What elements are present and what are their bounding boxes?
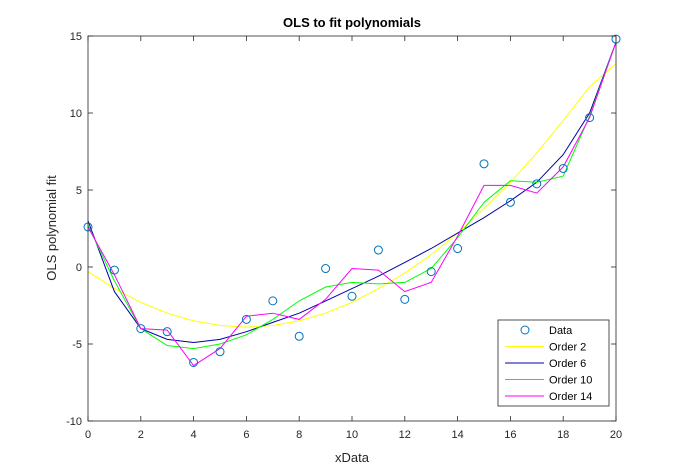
y-tick-label: 5 [76,185,82,197]
legend-marker-data [520,325,530,335]
y-tick-label: 10 [70,108,82,120]
data-point [426,267,436,277]
data-point [373,245,383,255]
legend-label: Order 2 [549,342,586,354]
data-point [558,163,568,173]
chart-title: OLS to fit polynomials [283,15,421,30]
x-axis-title: xData [335,450,370,465]
x-tick-label: 18 [557,429,569,441]
data-point [400,294,410,304]
data-point [215,347,225,357]
data-point [505,197,515,207]
x-tick-label: 8 [296,429,302,441]
series-line-order-6 [87,42,617,344]
series-lines [87,42,617,367]
x-tick-label: 0 [85,429,91,441]
x-tick-label: 6 [243,429,249,441]
data-point [532,179,542,189]
legend-label: Order 6 [549,358,586,370]
x-tick-label: 4 [191,429,197,441]
data-point [321,264,331,274]
y-tick-label: -5 [72,339,82,351]
series-line-order-10 [87,42,617,350]
x-tick-label: 2 [138,429,144,441]
series-line-order-14 [87,42,617,367]
x-tick-label: 16 [504,429,516,441]
data-points [83,34,621,367]
data-point [294,331,304,341]
legend-label: Order 14 [549,391,592,403]
data-point [162,327,172,337]
x-tick-label: 14 [451,429,463,441]
data-point [453,244,463,254]
y-axis-ticks: -10 -5 0 5 10 15 [66,31,616,428]
series-line-order-2 [87,63,617,328]
y-tick-label: 0 [76,262,82,274]
data-point [585,113,595,123]
data-point [136,324,146,334]
data-point [109,265,119,275]
x-axis-ticks: 0 2 4 6 8 10 12 14 16 18 20 [85,36,622,441]
data-point [479,159,489,169]
x-tick-label: 12 [399,429,411,441]
axes-box [87,35,617,422]
data-point [241,314,251,324]
data-point [347,291,357,301]
x-tick-label: 10 [346,429,358,441]
y-axis-title: OLS polynomial fit [44,175,59,281]
legend: Data Order 2 Order 6 Order 10 Order 14 [497,319,610,407]
y-tick-label: -10 [66,416,82,428]
data-point [189,357,199,367]
data-point [268,296,278,306]
legend-label: Order 10 [549,375,592,387]
x-tick-label: 20 [610,429,622,441]
y-tick-label: 15 [70,31,82,43]
legend-label: Data [549,325,573,337]
